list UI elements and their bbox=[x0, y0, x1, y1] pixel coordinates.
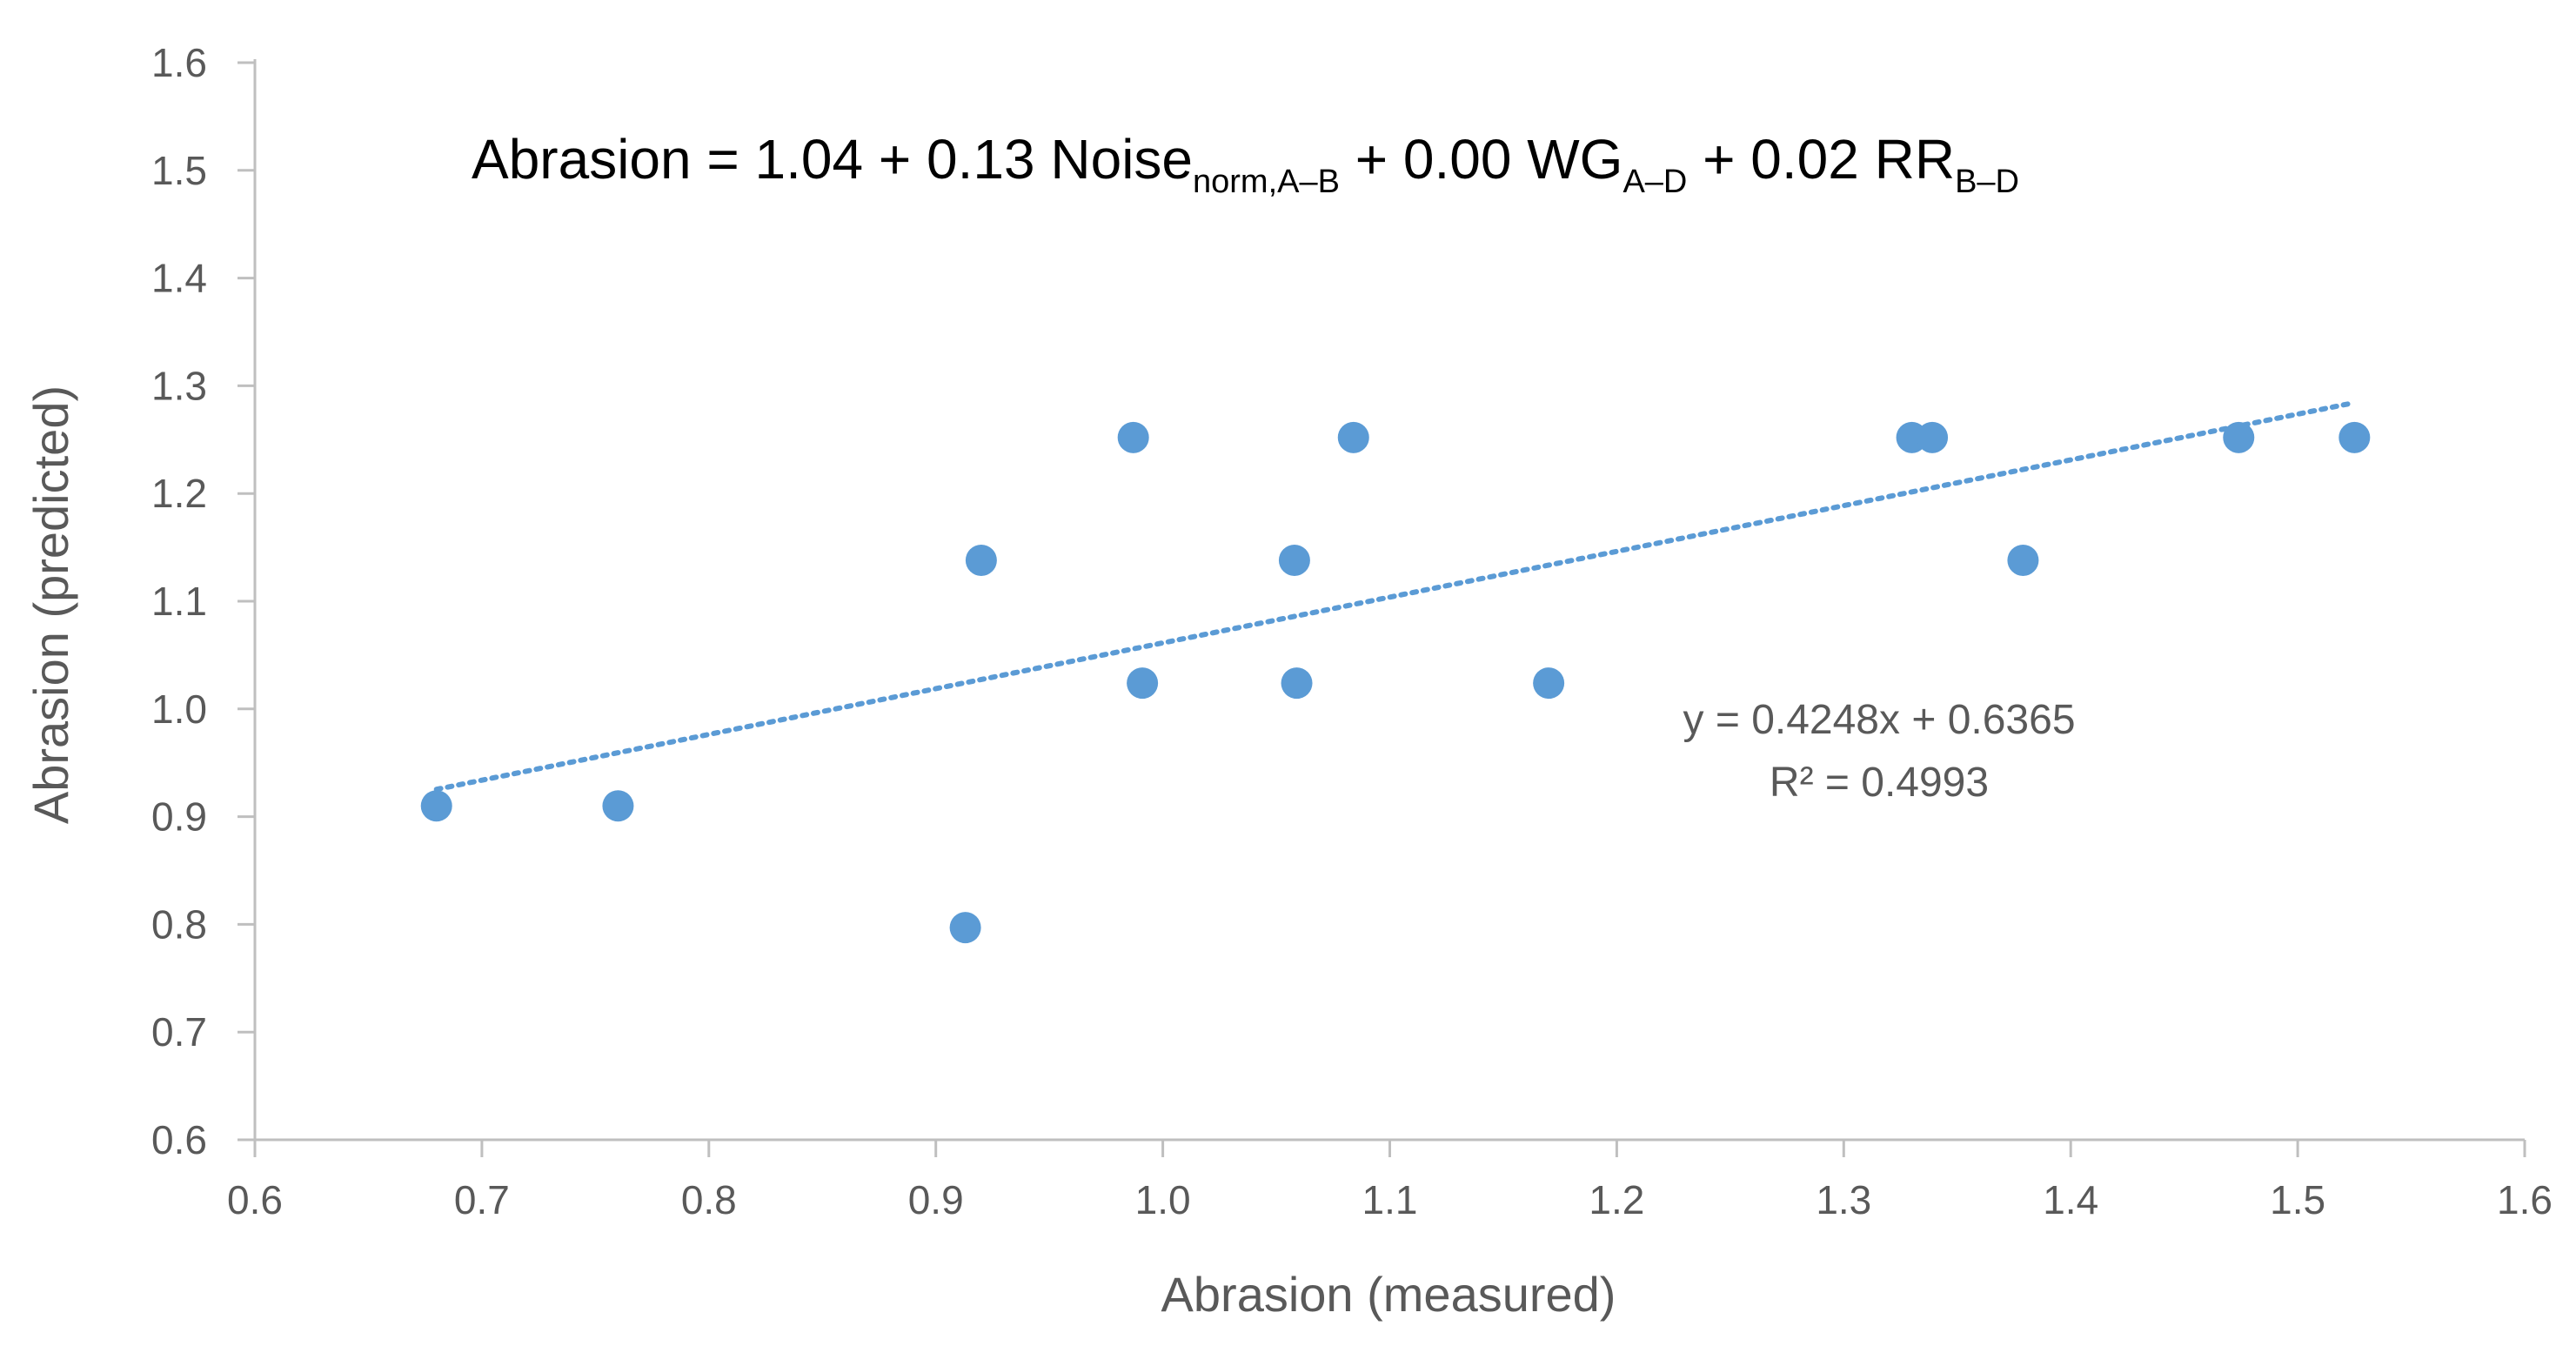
y-tick-label: 1.3 bbox=[151, 363, 207, 408]
axes: 0.6 0.7 0.8 0.9 1.0 1.1 1.2 1.3 1.4 1.5 1.6 0.6 0.7 0… bbox=[151, 40, 2553, 1222]
y-tick-label: 1.5 bbox=[151, 148, 207, 193]
data-point bbox=[1533, 667, 1565, 700]
x-tick-label: 0.8 bbox=[681, 1177, 737, 1222]
trendline-layer bbox=[433, 399, 2358, 793]
data-point bbox=[1117, 421, 1149, 453]
x-tick-label: 1.6 bbox=[2497, 1177, 2553, 1222]
data-point bbox=[1337, 421, 1369, 453]
trendline-equation-label: y = 0.4248x + 0.6365 bbox=[1683, 697, 2075, 743]
data-point bbox=[965, 544, 997, 576]
y-tick-label: 1.6 bbox=[151, 40, 207, 85]
data-point bbox=[2223, 421, 2255, 453]
y-tick-label: 0.6 bbox=[151, 1117, 207, 1162]
y-tick-label: 1.4 bbox=[151, 256, 207, 301]
y-tick-label: 1.0 bbox=[151, 686, 207, 732]
data-points bbox=[420, 421, 2371, 944]
equation-subscript: A–D bbox=[1623, 164, 1687, 200]
y-tick-label: 0.8 bbox=[151, 901, 207, 947]
labels: Abrasion (measured) Abrasion (predicted)… bbox=[23, 128, 2076, 1322]
x-tick-label: 0.7 bbox=[454, 1177, 510, 1222]
equation-text: + 0.00 WG bbox=[1340, 128, 1623, 191]
x-tick-label: 1.1 bbox=[1362, 1177, 1418, 1222]
equation-text: + 0.02 RR bbox=[1687, 128, 1955, 191]
x-axis-title: Abrasion (measured) bbox=[1161, 1267, 1616, 1322]
x-tick-label: 1.4 bbox=[2043, 1177, 2098, 1222]
x-tick-label: 0.9 bbox=[908, 1177, 964, 1222]
data-point bbox=[2007, 544, 2039, 576]
equation-subscript: B–D bbox=[1955, 164, 2019, 200]
y-tick-label: 1.2 bbox=[151, 471, 207, 516]
x-tick-label: 0.6 bbox=[227, 1177, 283, 1222]
trendline-r2-label: R² = 0.4993 bbox=[1770, 760, 1989, 806]
data-point bbox=[1281, 667, 1313, 700]
equation-subscript: norm,A–B bbox=[1193, 164, 1340, 200]
data-point bbox=[1127, 667, 1159, 700]
y-axis-title: Abrasion (predicted) bbox=[23, 385, 78, 824]
model-equation-annotation: Abrasion = 1.04 + 0.13 Noisenorm,A–B + 0… bbox=[472, 128, 2019, 200]
trendline bbox=[433, 399, 2358, 793]
data-point bbox=[602, 790, 634, 822]
x-tick-label: 1.3 bbox=[1816, 1177, 1871, 1222]
y-tick-label: 0.7 bbox=[151, 1009, 207, 1055]
data-point bbox=[949, 912, 981, 944]
data-point bbox=[420, 790, 452, 822]
y-tick-label: 1.1 bbox=[151, 579, 207, 624]
equation-text: Abrasion = 1.04 + 0.13 Noise bbox=[472, 128, 1193, 191]
data-point bbox=[2338, 421, 2371, 453]
data-point bbox=[1278, 544, 1310, 576]
x-tick-label: 1.2 bbox=[1589, 1177, 1644, 1222]
y-tick-label: 0.9 bbox=[151, 794, 207, 840]
x-tick-label: 1.0 bbox=[1135, 1177, 1191, 1222]
x-tick-label: 1.5 bbox=[2270, 1177, 2325, 1222]
data-point bbox=[1917, 421, 1949, 453]
